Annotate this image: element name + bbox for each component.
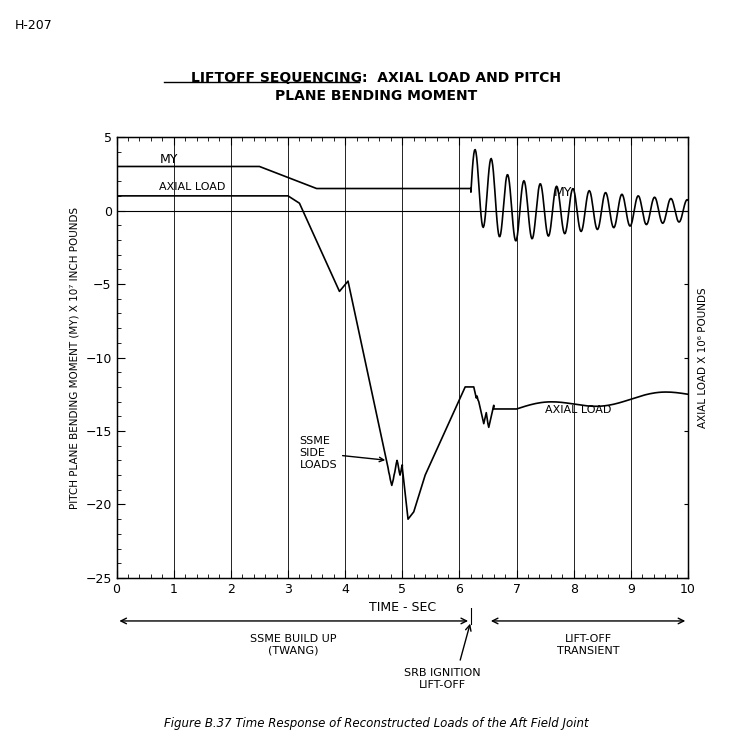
Text: AXIAL LOAD: AXIAL LOAD xyxy=(545,405,611,416)
Text: SSME
SIDE
LOADS: SSME SIDE LOADS xyxy=(299,436,384,470)
Text: LIFT-OFF
TRANSIENT: LIFT-OFF TRANSIENT xyxy=(556,634,620,656)
Text: SRB IGNITION
LIFT-OFF: SRB IGNITION LIFT-OFF xyxy=(404,668,481,690)
Text: Figure B.37 Time Response of Reconstructed Loads of the Aft Field Joint: Figure B.37 Time Response of Reconstruct… xyxy=(164,717,588,730)
Text: AXIAL LOAD: AXIAL LOAD xyxy=(159,182,226,192)
Y-axis label: AXIAL LOAD X 10⁶ POUNDS: AXIAL LOAD X 10⁶ POUNDS xyxy=(699,288,708,428)
X-axis label: TIME - SEC: TIME - SEC xyxy=(368,602,436,614)
Text: MY: MY xyxy=(159,153,177,166)
Text: LIFTOFF SEQUENCING:  AXIAL LOAD AND PITCH: LIFTOFF SEQUENCING: AXIAL LOAD AND PITCH xyxy=(191,71,561,84)
Text: SSME BUILD UP
(TWANG): SSME BUILD UP (TWANG) xyxy=(250,634,337,656)
Text: H-207: H-207 xyxy=(15,19,53,32)
Text: MY: MY xyxy=(553,186,572,199)
Y-axis label: PITCH PLANE BENDING MOMENT (MY) X 10⁷ INCH POUNDS: PITCH PLANE BENDING MOMENT (MY) X 10⁷ IN… xyxy=(70,207,80,508)
Text: PLANE BENDING MOMENT: PLANE BENDING MOMENT xyxy=(275,90,477,103)
